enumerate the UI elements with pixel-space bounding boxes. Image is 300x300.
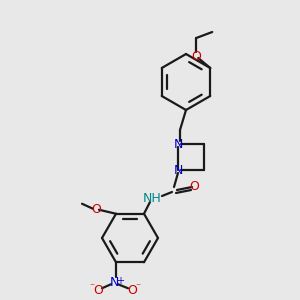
Text: O: O bbox=[127, 284, 137, 297]
Text: N: N bbox=[109, 276, 119, 289]
Text: O: O bbox=[191, 50, 201, 62]
Text: ⁻: ⁻ bbox=[89, 282, 94, 292]
Text: +: + bbox=[116, 276, 124, 286]
Text: O: O bbox=[93, 284, 103, 297]
Text: NH: NH bbox=[142, 191, 161, 205]
Text: N: N bbox=[173, 164, 183, 176]
Text: O: O bbox=[189, 179, 199, 193]
Text: N: N bbox=[173, 137, 183, 151]
Text: ⁻: ⁻ bbox=[135, 282, 141, 292]
Text: O: O bbox=[91, 203, 101, 216]
